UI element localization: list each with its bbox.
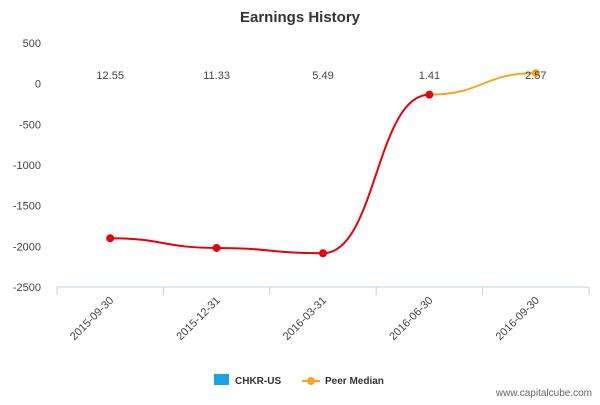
data-point-chkr[interactable] [212,243,221,252]
x-tick-label: 2015-12-31 [174,295,222,343]
y-tick-label: -2000 [13,241,41,253]
y-tick-label: -500 [19,119,41,131]
legend-item-chkr[interactable]: CHKR-US [214,374,281,387]
watermark: www.capitalcube.com [495,388,592,399]
legend-label-peer-median: Peer Median [325,376,384,387]
data-label: 5.49 [312,70,333,82]
legend-item-peer-median[interactable]: Peer Median [302,376,384,387]
series-line-peer-median [429,72,536,96]
data-points [106,69,540,258]
data-labels: 12.55 11.33 5.49 1.41 2.57 [96,70,546,82]
x-axis [56,286,590,295]
y-axis-ticks: 500 0 -500 -1000 -1500 -2000 -2500 [13,38,41,294]
data-point-chkr[interactable] [425,90,434,99]
y-tick-label: -1000 [13,160,41,172]
x-tick-label: 2016-09-30 [494,295,542,343]
y-tick-label: -1500 [13,201,41,213]
series-lines [110,72,536,255]
data-point-peer-median[interactable] [531,69,540,78]
data-label: 12.55 [96,70,124,82]
y-tick-label: 500 [23,38,41,50]
data-label: 1.41 [419,70,440,82]
series-line-chkr [110,93,430,255]
data-point-chkr[interactable] [106,234,115,243]
y-tick-label: -2500 [13,282,41,294]
data-label: 11.33 [203,70,230,82]
x-tick-label: 2016-03-31 [281,295,329,343]
chart-title: Earnings History [240,9,361,26]
legend-label-chkr: CHKR-US [235,376,281,387]
x-tick-label: 2015-09-30 [68,295,116,343]
legend-swatch-chkr [214,374,229,385]
x-tick-label: 2016-06-30 [387,295,435,343]
x-axis-tick-labels: 2015-09-30 2015-12-31 2016-03-31 2016-06-30… [68,295,542,343]
legend-marker-peer-median [307,377,315,385]
data-label: 2.57 [525,70,546,82]
y-tick-label: 0 [35,79,41,91]
data-point-chkr[interactable] [319,249,327,258]
legend[interactable]: CHKR-US Peer Median [214,374,384,387]
